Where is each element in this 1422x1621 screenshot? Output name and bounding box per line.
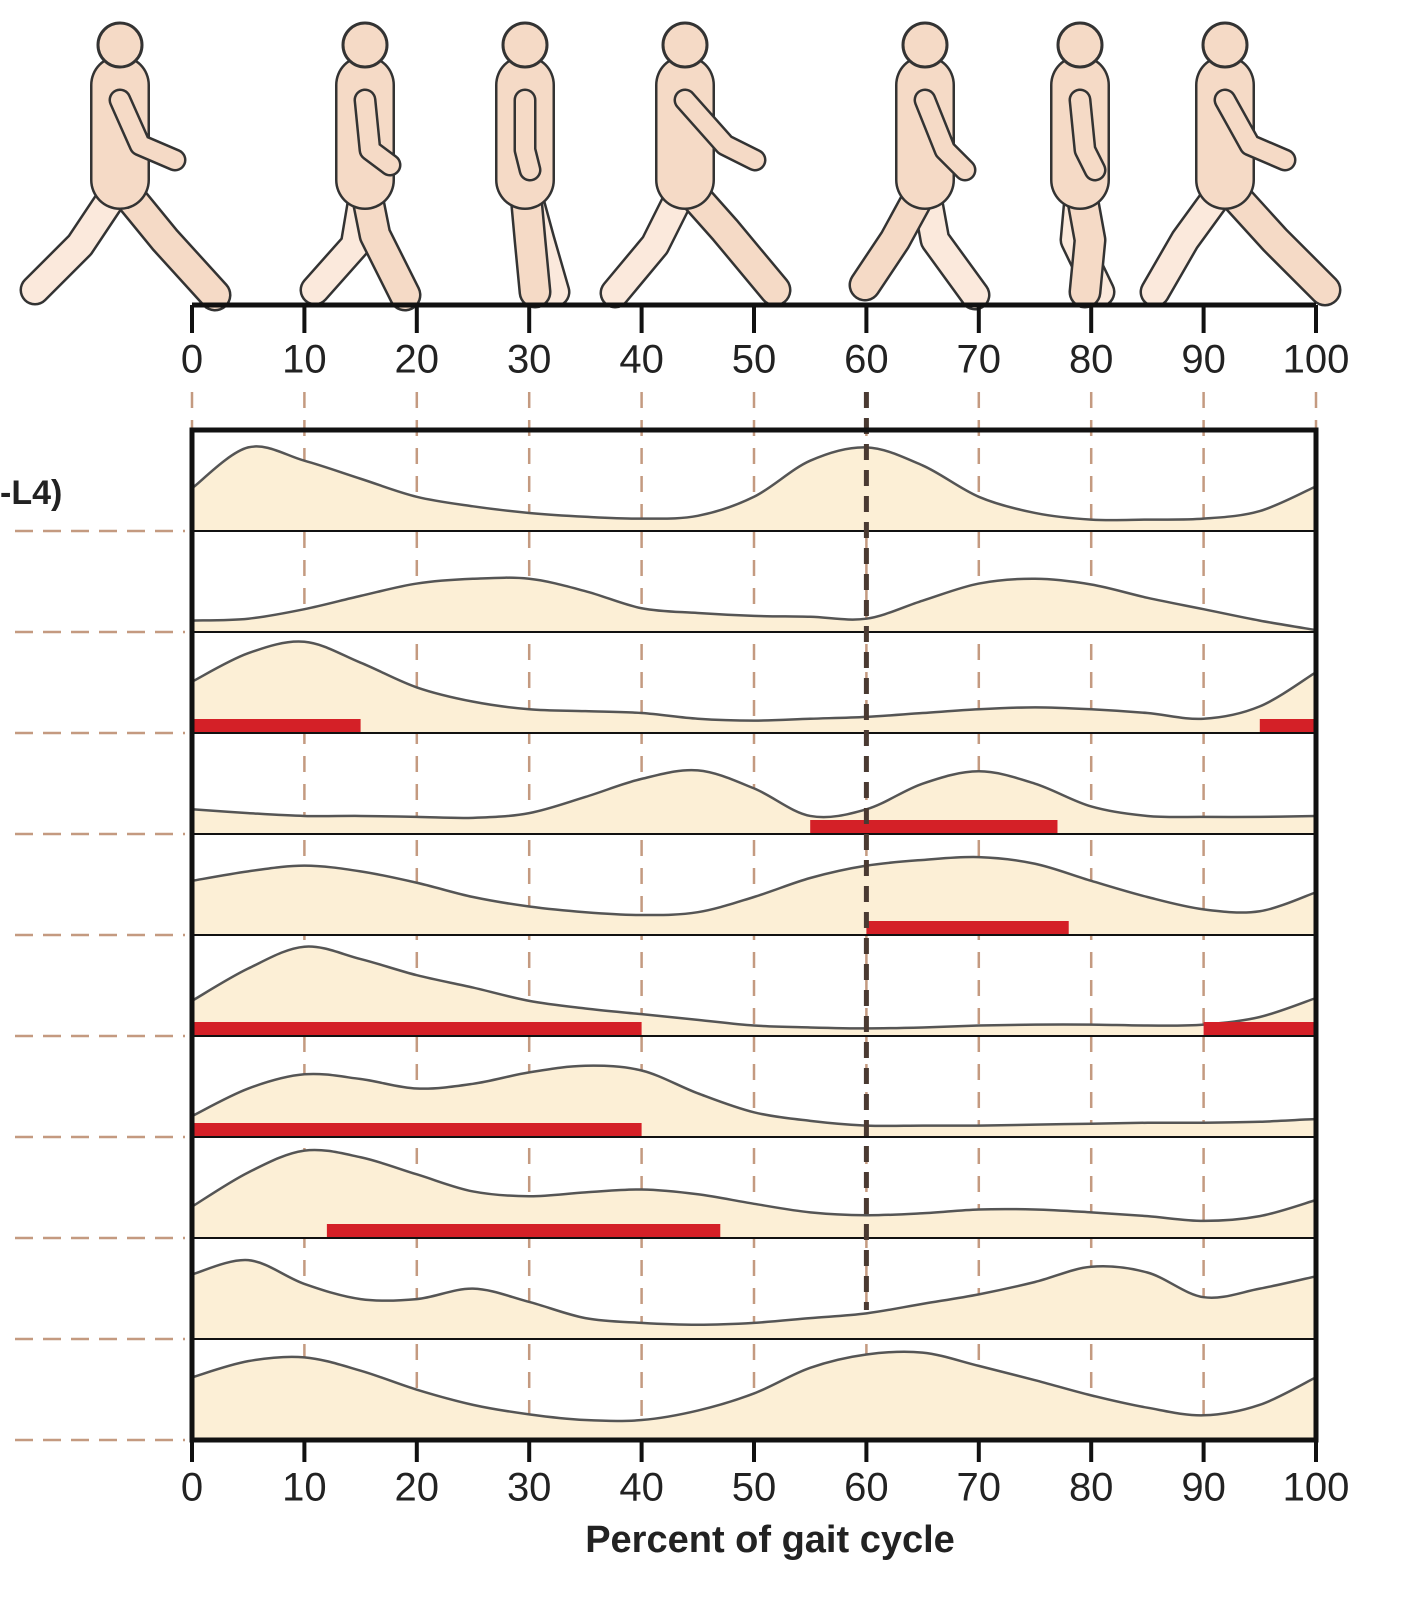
x-tick-label: 100 xyxy=(1283,1466,1350,1510)
x-tick-label: 0 xyxy=(181,1466,203,1510)
walking-figure xyxy=(1155,23,1325,292)
x-tick-label: 10 xyxy=(282,1466,327,1510)
walking-figure xyxy=(315,23,405,295)
activity-span xyxy=(192,719,361,733)
activity-span xyxy=(192,1022,642,1036)
activity-span xyxy=(866,921,1068,935)
walking-figure xyxy=(503,23,555,292)
limb xyxy=(525,100,530,170)
x-tick-label: 50 xyxy=(732,338,777,382)
x-tick-label: 90 xyxy=(1181,338,1226,382)
x-tick-label: 80 xyxy=(1069,1466,1114,1510)
x-tick-label: 20 xyxy=(395,338,440,382)
walking-figure xyxy=(865,23,975,295)
area xyxy=(192,770,1316,834)
head xyxy=(343,23,387,67)
row-label: -L4) xyxy=(0,474,62,512)
x-axis-title: Percent of gait cycle xyxy=(585,1519,955,1561)
activity-span xyxy=(192,1123,642,1137)
x-tick-label: 90 xyxy=(1181,1466,1226,1510)
x-tick-label: 60 xyxy=(844,1466,889,1510)
page: -L4) Percent of gait cycle 0 0 10 10 20 20 30 3… xyxy=(0,0,1422,1621)
head xyxy=(1203,23,1247,67)
area xyxy=(192,578,1316,632)
x-tick-label: 30 xyxy=(507,338,552,382)
area xyxy=(192,1352,1316,1440)
x-tick-label: 40 xyxy=(619,338,664,382)
activity-span xyxy=(327,1224,720,1238)
x-tick-label: 70 xyxy=(957,1466,1002,1510)
x-tick-label: 30 xyxy=(507,1466,552,1510)
x-tick-label: 60 xyxy=(844,338,889,382)
head xyxy=(663,23,707,67)
activity-span xyxy=(810,820,1057,834)
activity-span xyxy=(1260,719,1316,733)
x-tick-label: 40 xyxy=(619,1466,664,1510)
x-tick-label: 0 xyxy=(181,338,203,382)
chart: -L4) Percent of gait cycle 0 0 10 10 20 20 30 3… xyxy=(0,0,1422,1621)
head xyxy=(503,23,547,67)
activity-span xyxy=(1204,1022,1316,1036)
x-tick-label: 20 xyxy=(395,1466,440,1510)
x-tick-label: 50 xyxy=(732,1466,777,1510)
head xyxy=(98,23,142,67)
walking-figure xyxy=(615,23,775,293)
head xyxy=(1058,23,1102,67)
head xyxy=(903,23,947,67)
walking-figure xyxy=(1058,23,1102,292)
x-tick-label: 10 xyxy=(282,338,327,382)
x-tick-label: 80 xyxy=(1069,338,1114,382)
x-tick-label: 70 xyxy=(957,338,1002,382)
walking-figure xyxy=(35,23,215,295)
x-tick-label: 100 xyxy=(1283,338,1350,382)
